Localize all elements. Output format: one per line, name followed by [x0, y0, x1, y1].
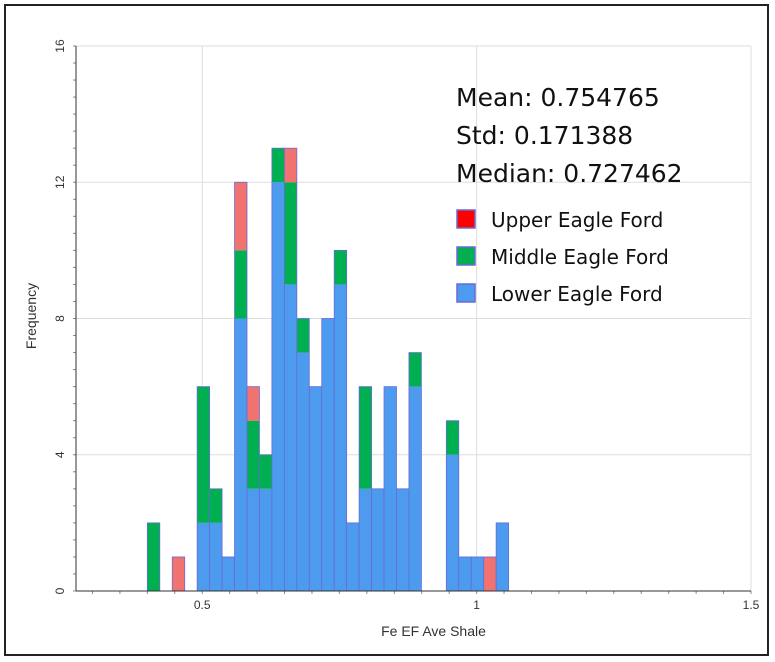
bar-lower-eagle-ford	[296, 352, 310, 591]
bar-middle-eagle-ford	[271, 148, 285, 183]
bar-upper-eagle-ford	[172, 556, 185, 591]
bar-lower-eagle-ford	[471, 556, 484, 591]
bar-lower-eagle-ford	[408, 386, 422, 591]
legend-label: Lower Eagle Ford	[491, 282, 663, 306]
bar-lower-eagle-ford	[346, 522, 360, 591]
bar-lower-eagle-ford	[222, 556, 235, 591]
legend-swatch	[456, 283, 476, 303]
bar-lower-eagle-ford	[334, 284, 347, 591]
bar-middle-eagle-ford	[197, 386, 210, 523]
y-tick-label: 4	[53, 451, 67, 458]
y-tick-label: 12	[53, 175, 67, 189]
bar-lower-eagle-ford	[234, 318, 247, 591]
legend-label: Upper Eagle Ford	[491, 208, 663, 232]
bar-middle-eagle-ford	[296, 318, 310, 353]
y-tick-label: 16	[53, 39, 67, 53]
bar-lower-eagle-ford	[496, 522, 509, 591]
bar-lower-eagle-ford	[271, 182, 285, 591]
bar-upper-eagle-ford	[247, 386, 260, 421]
bar-lower-eagle-ford	[384, 386, 397, 591]
bar-middle-eagle-ford	[234, 250, 247, 319]
bar-lower-eagle-ford	[284, 284, 297, 591]
legend-label: Middle Eagle Ford	[491, 245, 669, 269]
bar-lower-eagle-ford	[321, 318, 335, 591]
stats-annotation: Median: 0.727462	[456, 159, 683, 188]
bar-middle-eagle-ford	[408, 352, 422, 387]
bar-middle-eagle-ford	[147, 522, 160, 591]
y-tick-label: 8	[53, 315, 67, 322]
bar-upper-eagle-ford	[284, 148, 297, 183]
bar-middle-eagle-ford	[446, 420, 459, 455]
x-tick-label: 1.5	[743, 598, 760, 612]
histogram-chart: 0 4 8 12 16 0.5 1 1.5 Fe EF Ave Shale Frequency Me…	[23, 39, 760, 639]
bar-middle-eagle-ford	[284, 182, 297, 285]
x-tick-label: 1	[473, 598, 480, 612]
bar-lower-eagle-ford	[446, 454, 459, 591]
legend-swatch	[456, 209, 476, 229]
bar-middle-eagle-ford	[334, 250, 347, 285]
bar-lower-eagle-ford	[396, 488, 409, 591]
bar-middle-eagle-ford	[359, 386, 372, 489]
y-tick-label: 0	[53, 587, 67, 594]
stats-annotation: Std: 0.171388	[456, 121, 633, 150]
bar-middle-eagle-ford	[209, 488, 223, 523]
bar-lower-eagle-ford	[247, 488, 260, 591]
chart-frame: 0 4 8 12 16 0.5 1 1.5 Fe EF Ave Shale Frequency Me…	[4, 4, 769, 656]
x-axis-title: Fe EF Ave Shale	[381, 623, 486, 639]
bar-lower-eagle-ford	[259, 488, 272, 591]
bar-lower-eagle-ford	[197, 522, 210, 591]
bar-lower-eagle-ford	[309, 386, 322, 591]
bar-lower-eagle-ford	[359, 488, 372, 591]
bar-upper-eagle-ford	[234, 182, 247, 251]
bar-lower-eagle-ford	[209, 522, 223, 591]
bar-middle-eagle-ford	[247, 420, 260, 489]
stats-annotation: Mean: 0.754765	[456, 83, 660, 112]
y-axis-title: Frequency	[23, 283, 39, 349]
bar-lower-eagle-ford	[371, 488, 385, 591]
bar-middle-eagle-ford	[259, 454, 272, 489]
x-tick-label: 0.5	[194, 598, 211, 612]
bar-upper-eagle-ford	[483, 556, 497, 591]
bar-lower-eagle-ford	[458, 556, 472, 591]
legend-swatch	[456, 246, 476, 266]
